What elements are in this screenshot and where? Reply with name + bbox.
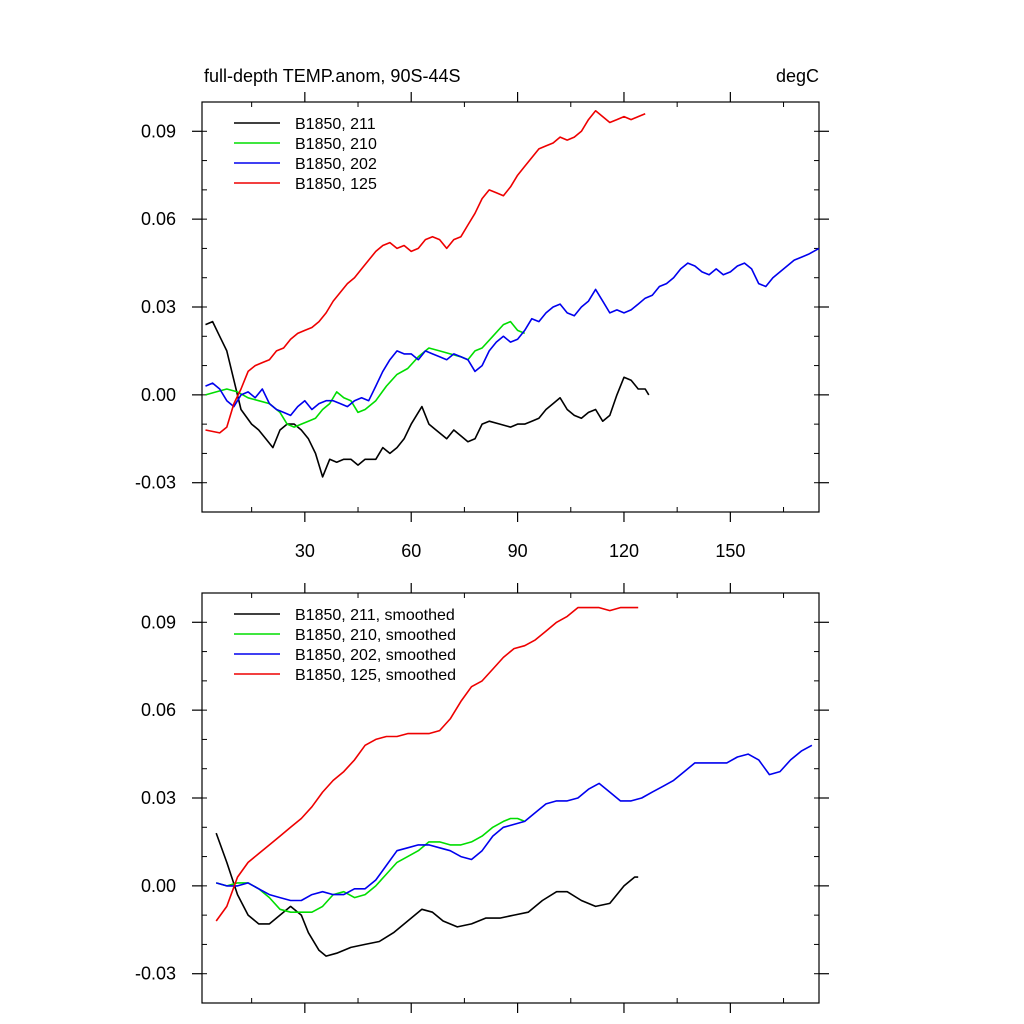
y-tick-label: -0.03 xyxy=(135,964,176,984)
legend-label: B1850, 210, smoothed xyxy=(295,627,456,644)
units-label: degC xyxy=(776,66,819,86)
legend-label: B1850, 125 xyxy=(295,176,377,193)
x-tick-label: 120 xyxy=(609,541,639,561)
y-tick-label: 0.09 xyxy=(141,121,176,141)
series-line-1 xyxy=(215,817,526,914)
x-tick-label: 90 xyxy=(508,541,528,561)
series-line-3 xyxy=(215,606,639,922)
y-tick-label: -0.03 xyxy=(135,473,176,493)
legend-label: B1850, 202, smoothed xyxy=(295,647,456,664)
panel-bottom: -0.03 0.00 0.03 0.06 0.09 B1850, 211, smoothe… xyxy=(135,583,829,1013)
legend-label: B1850, 211 xyxy=(295,116,376,133)
y-tick-label: 0.03 xyxy=(141,297,176,317)
series-line-2 xyxy=(215,744,813,902)
y-tick-label: 0.06 xyxy=(141,700,176,720)
legend-label: B1850, 211, smoothed xyxy=(295,607,455,624)
series-line-0 xyxy=(215,832,639,957)
x-tick-label: 60 xyxy=(401,541,421,561)
legend-label: B1850, 125, smoothed xyxy=(295,667,456,684)
panel-top: -0.03 0.00 0.03 0.06 0.09 30 60 90 120 150 full-de… xyxy=(135,66,829,561)
chart-title: full-depth TEMP.anom, 90S-44S xyxy=(204,66,460,86)
series-line-3 xyxy=(205,110,646,434)
y-tick-label: 0.00 xyxy=(141,876,176,896)
series-line-0 xyxy=(205,320,650,478)
legend-label: B1850, 210 xyxy=(295,136,377,153)
y-tick-label: 0.09 xyxy=(141,612,176,632)
series-line-2 xyxy=(205,247,820,417)
legend-label: B1850, 202 xyxy=(295,156,377,173)
y-tick-label: 0.03 xyxy=(141,788,176,808)
y-tick-label: 0.00 xyxy=(141,385,176,405)
x-tick-label: 30 xyxy=(295,541,315,561)
series-line-1 xyxy=(205,320,526,428)
y-tick-label: 0.06 xyxy=(141,209,176,229)
x-tick-label: 150 xyxy=(715,541,745,561)
